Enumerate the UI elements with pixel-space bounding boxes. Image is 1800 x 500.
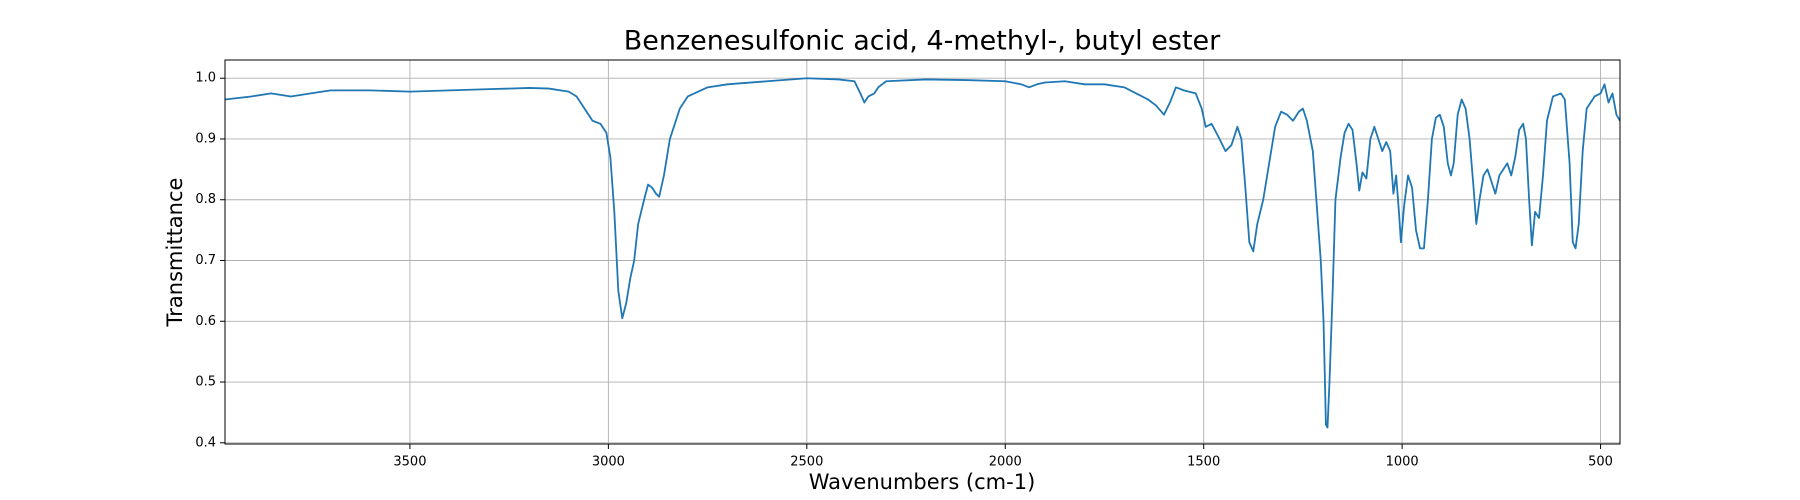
y-axis-label: Transmittance <box>163 178 187 328</box>
chart-title: Benzenesulfonic acid, 4-methyl-, butyl e… <box>624 26 1221 57</box>
x-tick-label: 3000 <box>592 455 625 470</box>
x-tick-label: 2500 <box>790 455 823 470</box>
plot-frame <box>224 59 1621 445</box>
spectrum-line <box>224 77 1621 429</box>
x-tick-label: 1500 <box>1187 455 1220 470</box>
y-tick-label: 0.4 <box>195 435 216 450</box>
x-tick-label: 500 <box>1588 455 1613 470</box>
x-tick-label: 2000 <box>989 455 1022 470</box>
x-axis-label: Wavenumbers (cm-1) <box>809 470 1036 494</box>
y-tick-label: 1.0 <box>195 71 216 86</box>
y-tick-label: 0.7 <box>195 253 216 268</box>
x-tick-label: 1000 <box>1386 455 1419 470</box>
y-tick-label: 0.5 <box>195 375 216 390</box>
y-tick-label: 0.8 <box>195 192 216 207</box>
y-tick-label: 0.6 <box>195 314 216 329</box>
x-tick-label: 3500 <box>393 455 426 470</box>
y-tick-label: 0.9 <box>195 131 216 146</box>
